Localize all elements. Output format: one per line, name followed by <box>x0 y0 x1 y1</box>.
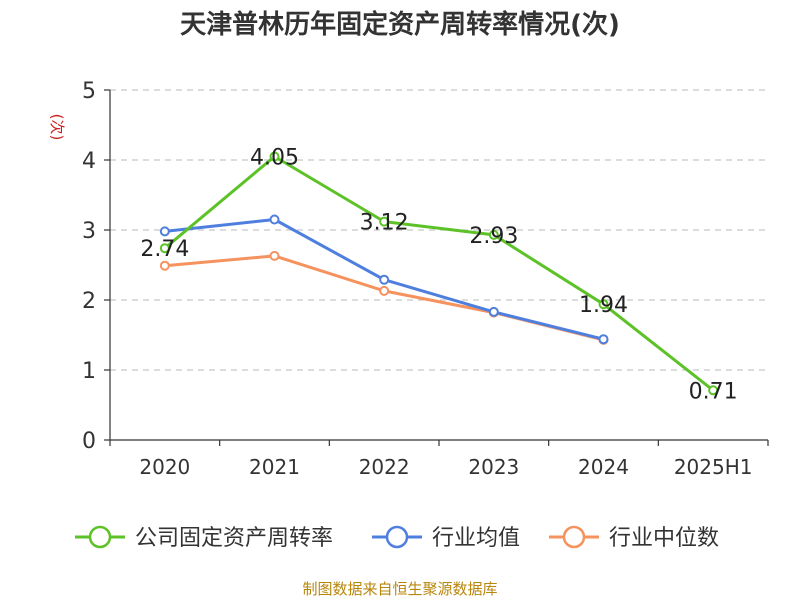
y-tick-label: 3 <box>82 219 96 244</box>
data-point <box>379 274 390 285</box>
y-axis-label: (次) <box>48 114 66 141</box>
data-label: 3.12 <box>360 211 409 236</box>
data-point <box>598 334 609 345</box>
y-tick-label: 2 <box>82 289 96 314</box>
legend-marker <box>88 525 112 549</box>
x-tick-label: 2025H1 <box>674 455 753 479</box>
data-point <box>708 385 719 396</box>
y-tick-label: 4 <box>82 149 96 174</box>
legend-label: 公司固定资产周转率 <box>135 526 333 551</box>
data-point <box>379 285 390 296</box>
x-tick-label: 2022 <box>359 455 410 479</box>
axis-layer: 0 1 2 3 4 5 2020 2021 2022 2023 2024 2025H1 (次) <box>48 79 769 479</box>
data-point <box>598 299 609 310</box>
x-tick-label: 2023 <box>468 455 519 479</box>
data-point <box>488 229 499 240</box>
legend-marker <box>385 525 409 549</box>
data-point <box>159 243 170 254</box>
data-label: 2.74 <box>140 237 189 262</box>
data-point <box>269 214 280 225</box>
legend-label: 行业中位数 <box>609 526 719 551</box>
data-label-layer: 2.74 4.05 3.12 2.93 1.94 0.71 <box>140 146 737 405</box>
source-note: 制图数据来自恒生聚源数据库 <box>302 580 498 598</box>
series-line <box>163 155 715 392</box>
data-point <box>159 226 170 237</box>
y-tick-label: 5 <box>82 79 96 104</box>
series-layer <box>159 151 719 396</box>
data-point <box>488 306 499 317</box>
legend: 公司固定资产周转率 行业均值 行业中位数 <box>75 525 719 551</box>
data-point <box>269 151 280 162</box>
series-line <box>164 254 604 342</box>
data-label: 0.71 <box>689 379 738 404</box>
legend-label: 行业均值 <box>432 526 520 551</box>
grid-layer <box>110 89 768 371</box>
data-label: 4.05 <box>250 146 299 171</box>
data-label: 1.94 <box>579 293 628 318</box>
y-tick-label: 1 <box>82 359 96 384</box>
chart-title: 天津普林历年固定资产周转率情况(次) <box>180 10 620 40</box>
data-point <box>379 216 390 227</box>
data-point <box>269 250 280 261</box>
legend-marker <box>562 525 586 549</box>
x-tick-label: 2021 <box>249 455 300 479</box>
data-point <box>159 260 170 271</box>
y-tick-label: 0 <box>82 429 96 454</box>
data-label: 2.93 <box>469 224 518 249</box>
x-tick-label: 2024 <box>578 455 629 479</box>
x-tick-label: 2020 <box>139 455 190 479</box>
